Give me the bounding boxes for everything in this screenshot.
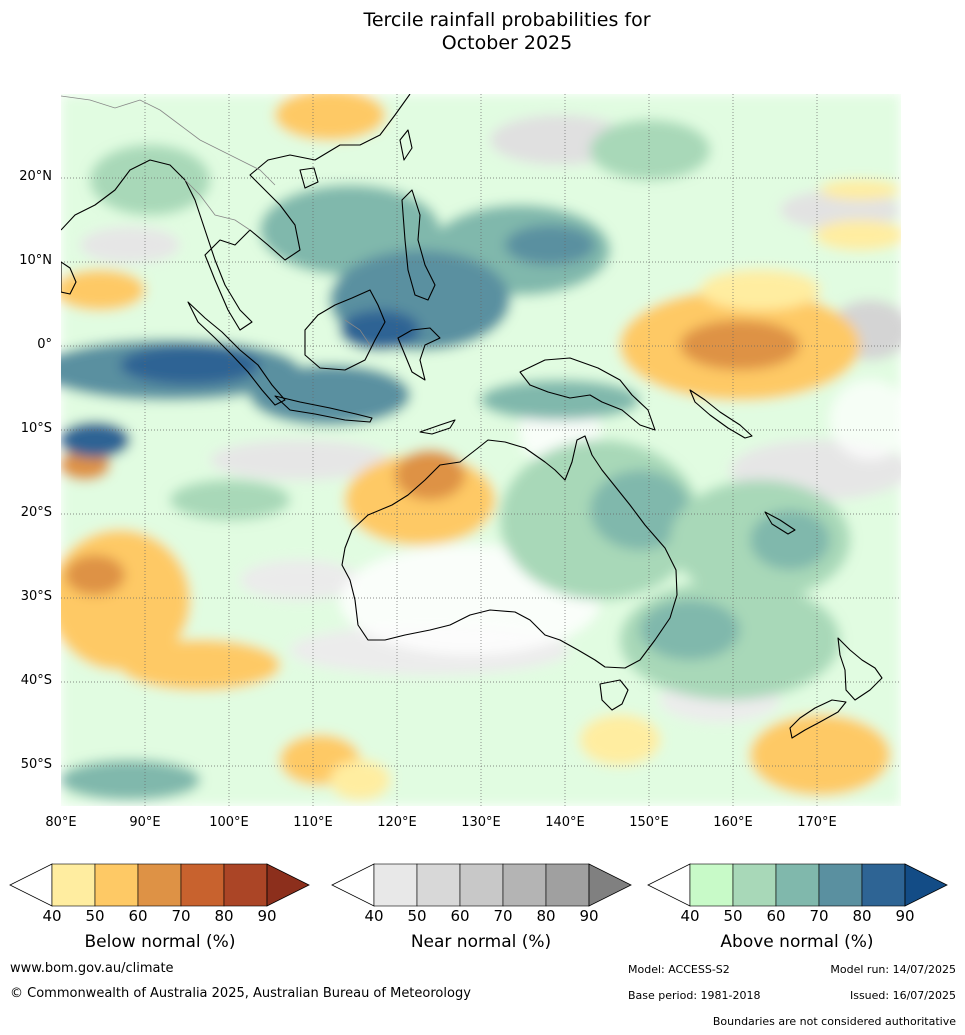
colorbar-tick-label: 90 xyxy=(579,907,599,925)
new-caledonia-coastline xyxy=(764,511,796,535)
lat-label: 20°N xyxy=(19,169,52,184)
near-normal-title: Near normal (%) xyxy=(410,932,552,952)
new-guinea-coastline xyxy=(519,357,656,431)
colorbar-tick-label: 60 xyxy=(766,907,786,925)
colorbar-segment xyxy=(775,863,820,907)
graticule xyxy=(61,94,901,806)
colorbar-segment xyxy=(502,863,547,907)
colorbar-tick-label: 40 xyxy=(680,907,700,925)
colorbar-tick-label: 80 xyxy=(852,907,872,925)
coastlines xyxy=(61,94,883,739)
colorbar-under-triangle xyxy=(647,863,691,907)
colorbar-tick-label: 70 xyxy=(809,907,829,925)
colorbar-segment xyxy=(459,863,504,907)
colorbar-tick-label: 70 xyxy=(493,907,513,925)
lon-label: 100°E xyxy=(209,815,249,830)
taiwan-coastline xyxy=(399,129,413,161)
colorbar-tick-label: 40 xyxy=(364,907,384,925)
colorbar-segment xyxy=(373,863,418,907)
new-zealand-south xyxy=(789,699,847,739)
lat-label: 30°S xyxy=(20,589,52,604)
colorbar-segment xyxy=(137,863,182,907)
lon-label: 140°E xyxy=(545,815,585,830)
base-period-text: Base period: 1981-2018 xyxy=(628,989,761,1002)
colorbar-tick-label: 50 xyxy=(407,907,427,925)
colorbar-segment xyxy=(180,863,225,907)
colorbar-under-triangle xyxy=(331,863,375,907)
sumatra-coastline xyxy=(187,301,286,406)
colorbar-under-triangle xyxy=(9,863,53,907)
colorbar-tick-label: 60 xyxy=(450,907,470,925)
lon-label: 110°E xyxy=(293,815,333,830)
colorbar-tick-label: 40 xyxy=(42,907,62,925)
above-normal-title: Above normal (%) xyxy=(720,932,874,952)
map-title: Tercile rainfall probabilities for Octob… xyxy=(0,9,965,55)
lat-label: 50°S xyxy=(20,757,52,772)
lon-label: 90°E xyxy=(129,815,161,830)
lon-label: 160°E xyxy=(713,815,753,830)
political-boundaries xyxy=(61,95,371,346)
colorbar-tick-label: 70 xyxy=(171,907,191,925)
colorbar-tick-label: 60 xyxy=(128,907,148,925)
boundaries-note: Boundaries are not considered authoritat… xyxy=(712,1015,956,1028)
sulawesi-coastline xyxy=(397,327,441,381)
lat-label: 40°S xyxy=(20,673,52,688)
title-line-2: October 2025 xyxy=(441,32,573,54)
lat-label: 0° xyxy=(37,337,52,352)
issued-text: Issued: 16/07/2025 xyxy=(849,989,956,1002)
colorbar-segment xyxy=(223,863,268,907)
tasmania-coastline xyxy=(599,679,629,711)
asia-coastline xyxy=(61,94,411,331)
probability-field xyxy=(61,94,901,806)
website-link[interactable]: www.bom.gov.au/climate xyxy=(10,961,174,976)
colorbars xyxy=(9,863,948,907)
lon-label: 150°E xyxy=(629,815,669,830)
below-normal-title: Below normal (%) xyxy=(84,932,236,952)
colorbar-tick-label: 50 xyxy=(85,907,105,925)
lat-label: 10°N xyxy=(19,253,52,268)
lon-label: 170°E xyxy=(797,815,837,830)
colorbar-segment xyxy=(51,863,96,907)
borneo-coastline xyxy=(304,289,386,371)
lon-label: 80°E xyxy=(45,815,77,830)
timor-coastline xyxy=(419,419,456,435)
colorbar-over-triangle xyxy=(588,863,632,907)
title-line-1: Tercile rainfall probabilities for xyxy=(363,9,651,31)
sri-lanka-coastline xyxy=(61,261,77,295)
colorbar-segment xyxy=(861,863,906,907)
colorbar-segment xyxy=(545,863,590,907)
solomon-islands-coastline xyxy=(689,389,753,439)
colorbar-segment xyxy=(818,863,863,907)
colorbar-over-triangle xyxy=(904,863,948,907)
colorbar-tick-label: 90 xyxy=(257,907,277,925)
colorbar-segment xyxy=(732,863,777,907)
java-coastline xyxy=(274,395,373,423)
lat-label: 20°S xyxy=(20,505,52,520)
new-zealand-north xyxy=(837,637,883,701)
colorbar-tick-label: 80 xyxy=(536,907,556,925)
colorbar-tick-label: 90 xyxy=(895,907,915,925)
colorbar-tick-label: 50 xyxy=(723,907,743,925)
australia-coastline xyxy=(341,435,678,669)
lon-label: 130°E xyxy=(461,815,501,830)
colorbar-segment xyxy=(416,863,461,907)
lon-label: 120°E xyxy=(377,815,417,830)
model-text: Model: ACCESS-S2 xyxy=(628,963,730,976)
lat-label: 10°S xyxy=(20,421,52,436)
colorbar-tick-label: 80 xyxy=(214,907,234,925)
colorbar-over-triangle xyxy=(266,863,310,907)
colorbar-segment xyxy=(94,863,139,907)
philippines-coastline xyxy=(401,189,436,301)
model-run-text: Model run: 14/07/2025 xyxy=(830,963,956,976)
copyright-text: © Commonwealth of Australia 2025, Austra… xyxy=(10,986,471,1001)
hainan-coastline xyxy=(299,167,319,189)
colorbar-segment xyxy=(689,863,734,907)
